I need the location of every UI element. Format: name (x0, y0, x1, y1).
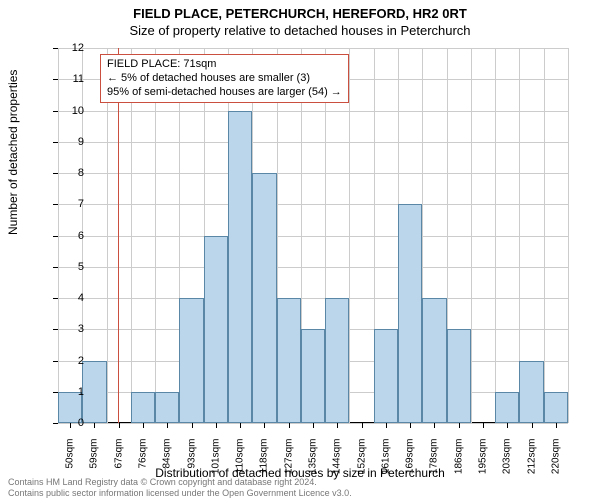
annotation-line-1: FIELD PLACE: 71sqm (107, 58, 342, 72)
y-tick-label: 5 (58, 261, 84, 273)
x-tick-label: 186sqm (453, 439, 464, 489)
y-tick-label: 8 (58, 167, 84, 179)
grid-line-h (58, 236, 568, 237)
histogram-bar (301, 329, 325, 423)
histogram-bar (325, 298, 349, 423)
x-tick-mark (143, 423, 144, 428)
x-tick-mark (216, 423, 217, 428)
property-marker-line (118, 48, 119, 423)
grid-line-v (107, 48, 108, 423)
x-tick-mark (362, 423, 363, 428)
x-tick-mark (264, 423, 265, 428)
y-tick-label: 9 (58, 136, 84, 148)
grid-line-h (58, 48, 568, 49)
y-tick-label: 11 (58, 73, 84, 85)
grid-line-v (131, 48, 132, 423)
histogram-bar (155, 392, 179, 423)
histogram-bar (495, 392, 519, 423)
y-tick-label: 1 (58, 386, 84, 398)
title-block: FIELD PLACE, PETERCHURCH, HEREFORD, HR2 … (0, 0, 600, 40)
x-tick-mark (507, 423, 508, 428)
grid-line-h (58, 173, 568, 174)
x-tick-mark (459, 423, 460, 428)
x-tick-label: 152sqm (356, 439, 367, 489)
x-tick-mark (532, 423, 533, 428)
y-tick-label: 6 (58, 230, 84, 242)
histogram-bar (374, 329, 398, 423)
x-tick-label: 169sqm (405, 439, 416, 489)
histogram-bar (82, 361, 106, 424)
plot-area (58, 48, 568, 423)
histogram-bar (131, 392, 155, 423)
grid-line-h (58, 267, 568, 268)
annotation-line-3: 95% of semi-detached houses are larger (… (107, 86, 342, 100)
x-tick-mark (556, 423, 557, 428)
y-tick-label: 10 (58, 105, 84, 117)
grid-line-h (58, 111, 568, 112)
x-tick-mark (289, 423, 290, 428)
x-tick-mark (70, 423, 71, 428)
x-tick-mark (240, 423, 241, 428)
x-tick-mark (192, 423, 193, 428)
y-tick-label: 7 (58, 198, 84, 210)
x-tick-label: 212sqm (526, 439, 537, 489)
grid-line-v (544, 48, 545, 423)
x-tick-mark (434, 423, 435, 428)
histogram-bar (398, 204, 422, 423)
x-tick-label: 178sqm (429, 439, 440, 489)
histogram-bar (519, 361, 543, 424)
grid-line-v (495, 48, 496, 423)
grid-line-v (568, 48, 569, 423)
x-tick-mark (386, 423, 387, 428)
y-tick-label: 12 (58, 42, 84, 54)
x-tick-mark (313, 423, 314, 428)
histogram-bar (422, 298, 446, 423)
x-tick-mark (410, 423, 411, 428)
histogram-bar (204, 236, 228, 424)
x-tick-label: 220sqm (550, 439, 561, 489)
title-line-1: FIELD PLACE, PETERCHURCH, HEREFORD, HR2 … (0, 6, 600, 23)
grid-line-v (471, 48, 472, 423)
x-tick-label: 203sqm (502, 439, 513, 489)
x-tick-mark (167, 423, 168, 428)
x-tick-label: 195sqm (478, 439, 489, 489)
y-tick-label: 3 (58, 323, 84, 335)
grid-line-v (349, 48, 350, 423)
x-tick-label: 161sqm (380, 439, 391, 489)
grid-line-h (58, 298, 568, 299)
histogram-bar (447, 329, 471, 423)
footer-line-1: Contains HM Land Registry data © Crown c… (8, 477, 352, 487)
histogram-bar (228, 111, 252, 424)
footer-line-2: Contains public sector information licen… (8, 488, 352, 498)
x-tick-mark (337, 423, 338, 428)
grid-line-v (155, 48, 156, 423)
annotation-box: FIELD PLACE: 71sqm← 5% of detached house… (100, 54, 349, 103)
x-tick-mark (119, 423, 120, 428)
histogram-bar (277, 298, 301, 423)
grid-line-h (58, 204, 568, 205)
histogram-bar (179, 298, 203, 423)
title-line-2: Size of property relative to detached ho… (0, 23, 600, 40)
y-tick-label: 4 (58, 292, 84, 304)
annotation-line-2: ← 5% of detached houses are smaller (3) (107, 72, 342, 86)
histogram-bar (252, 173, 276, 423)
x-tick-mark (94, 423, 95, 428)
chart-container: FIELD PLACE, PETERCHURCH, HEREFORD, HR2 … (0, 0, 600, 500)
y-axis-title: Number of detached properties (6, 70, 20, 235)
grid-line-h (58, 142, 568, 143)
histogram-bar (544, 392, 568, 423)
x-tick-mark (483, 423, 484, 428)
footer-attribution: Contains HM Land Registry data © Crown c… (8, 477, 352, 498)
y-tick-label: 2 (58, 355, 84, 367)
